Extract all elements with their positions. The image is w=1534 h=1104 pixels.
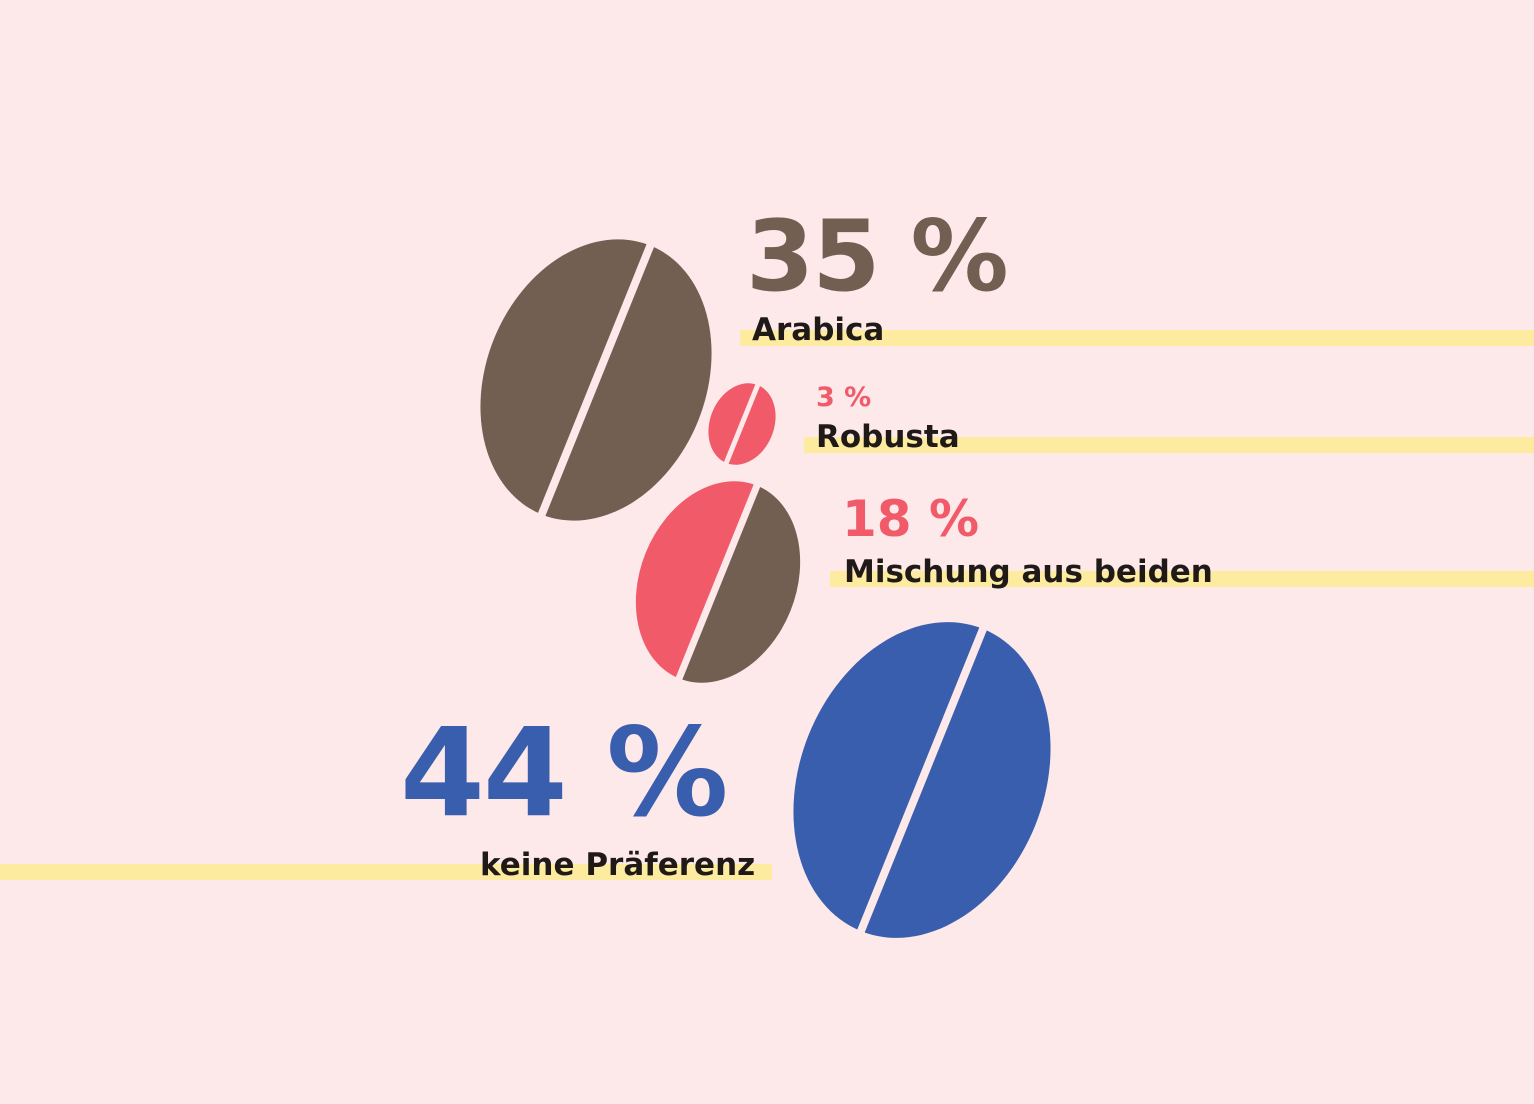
highlight-bar-robusta — [804, 437, 1534, 453]
highlight-bar-arabica — [740, 330, 1534, 346]
bean-blend — [635, 474, 801, 690]
value-label-robusta: 3 % — [816, 382, 872, 413]
category-label-none: keine Präferenz — [480, 847, 756, 883]
bean-robusta-crease — [720, 376, 764, 472]
category-label-arabica: Arabica — [752, 312, 885, 348]
highlight-bar-blend — [830, 571, 1534, 587]
value-label-none: 44 % — [400, 702, 728, 844]
category-label-robusta: Robusta — [816, 419, 960, 455]
highlight-bar-none — [0, 864, 772, 880]
bean-blend-crease — [671, 474, 765, 690]
bean-arabica-crease — [532, 230, 660, 530]
bean-arabica — [480, 230, 712, 530]
bean-none-crease — [851, 613, 993, 947]
value-label-arabica: 35 % — [746, 200, 1009, 314]
category-label-blend: Mischung aus beiden — [844, 554, 1213, 590]
bean-none — [793, 613, 1051, 947]
bean-robusta — [708, 376, 776, 472]
value-label-blend: 18 % — [842, 490, 980, 548]
